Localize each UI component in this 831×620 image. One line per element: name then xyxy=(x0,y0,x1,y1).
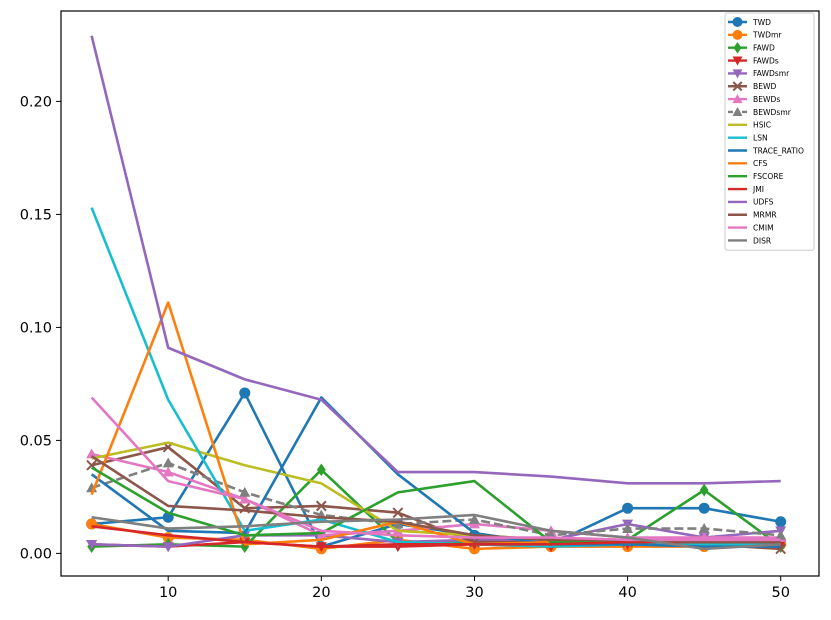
legend-entry-twdmr: TWDmr xyxy=(728,29,782,40)
legend-label: FAWDs xyxy=(753,56,779,65)
y-tick-label: 0.05 xyxy=(20,433,52,449)
x-axis: 10 20 30 40 50 xyxy=(159,576,790,601)
legend-label: TWD xyxy=(752,18,771,27)
data-point-fawdsmr-10 xyxy=(162,542,174,553)
legend-marker xyxy=(732,17,743,27)
data-point-bewds-5 xyxy=(86,448,98,459)
y-axis: 0.00 0.05 0.10 0.15 0.20 xyxy=(20,94,61,562)
series-line-lsn xyxy=(90,207,781,548)
legend-entry-cmim: CMIM xyxy=(728,223,774,232)
data-point-bewdsmr-25 xyxy=(392,518,404,529)
x-tick-label: 20 xyxy=(312,585,330,601)
data-point-bewds-20 xyxy=(315,529,327,540)
legend-label: BEWDs xyxy=(753,95,780,104)
series-line-bewds xyxy=(91,452,781,539)
legend: TWD TWDmr FAWD FAWDs FAWDsmr BEWD BEWDs BEWDsmr… xyxy=(724,12,815,251)
legend-marker xyxy=(732,69,743,79)
legend-marker xyxy=(732,94,743,104)
data-point-bewds-10 xyxy=(162,466,174,477)
series-line-cmim xyxy=(90,396,781,542)
y-tick-label: 0.10 xyxy=(20,320,52,336)
data-point-bewdsmr-10 xyxy=(162,457,174,468)
series-udfs xyxy=(90,35,781,485)
legend-entry-mrmr: MRMR xyxy=(728,211,777,220)
data-point-twd-45 xyxy=(698,502,710,514)
legend-entry-trace-ratio: TRACE_RATIO xyxy=(728,146,804,155)
x-tick-label: 50 xyxy=(771,585,789,601)
legend-entry-fawdsmr: FAWDsmr xyxy=(728,69,790,79)
legend-label: MRMR xyxy=(753,211,777,220)
data-point-fawdsmr-5 xyxy=(86,539,98,550)
legend-entry-disr: DISR xyxy=(728,236,772,245)
legend-label: FAWDsmr xyxy=(753,69,790,78)
legend-entry-bewdsmr: BEWDsmr xyxy=(728,106,792,117)
y-tick-label: 0.15 xyxy=(20,207,52,223)
legend-entry-fawds: FAWDs xyxy=(728,56,779,66)
plot-frame xyxy=(60,10,820,577)
legend-entry-cfs: CFS xyxy=(728,159,768,168)
data-point-twd-50 xyxy=(775,516,787,528)
series-line-bewdsmr xyxy=(91,461,781,537)
data-point-fawd-20 xyxy=(316,463,326,477)
series-trace-ratio xyxy=(90,396,781,548)
series-line-disr xyxy=(91,513,781,551)
legend-label: UDFS xyxy=(753,198,774,207)
x-tick-label: 40 xyxy=(618,585,636,601)
legend-marker xyxy=(732,29,743,40)
legend-marker xyxy=(732,81,743,92)
legend-label: FSCORE xyxy=(753,172,784,181)
legend-entry-jmi: JMI xyxy=(728,185,764,194)
data-point-bewdsmr-30 xyxy=(468,514,480,524)
legend-marker xyxy=(732,56,743,66)
legend-box xyxy=(724,12,815,251)
data-point-bewdsmr-15 xyxy=(239,486,251,497)
series-line-fawdsmr xyxy=(91,522,781,548)
series-line-udfs xyxy=(90,35,781,485)
legend-label: TWDmr xyxy=(752,31,782,40)
data-point-bewdsmr-40 xyxy=(622,523,634,533)
legend-entry-udfs: UDFS xyxy=(728,198,774,207)
legend-entry-bewds: BEWDs xyxy=(728,94,780,104)
legend-entry-bewd: BEWD xyxy=(728,81,777,92)
legend-entry-lsn: LSN xyxy=(728,133,768,142)
data-point-bewdsmr-50 xyxy=(775,529,787,540)
legend-entry-twd: TWD xyxy=(728,17,771,27)
legend-marker xyxy=(732,106,743,116)
x-tick-label: 30 xyxy=(465,585,483,601)
x-tick-label: 10 xyxy=(159,585,177,601)
series-disr xyxy=(91,513,781,551)
y-tick-label: 0.00 xyxy=(20,546,52,562)
legend-label: HSIC xyxy=(753,121,771,130)
legend-entry-fscore: FSCORE xyxy=(728,172,784,181)
series-bewdsmr xyxy=(86,457,787,540)
legend-label: CMIM xyxy=(753,223,774,232)
legend-entry-hsic: HSIC xyxy=(728,121,771,130)
series-line-trace-ratio xyxy=(90,396,781,548)
legend-entry-fawd: FAWD xyxy=(728,41,775,54)
data-point-bewd-25 xyxy=(392,507,404,519)
legend-label: LSN xyxy=(753,133,768,142)
series-cmim xyxy=(90,396,781,542)
legend-label: BEWDsmr xyxy=(753,108,792,117)
legend-marker xyxy=(733,41,742,54)
data-point-fawd-45 xyxy=(699,483,709,497)
legend-label: DISR xyxy=(753,236,772,245)
series-layer xyxy=(86,35,787,555)
legend-label: FAWD xyxy=(753,44,775,53)
legend-label: TRACE_RATIO xyxy=(752,146,804,155)
y-tick-label: 0.20 xyxy=(20,94,52,110)
legend-label: CFS xyxy=(753,159,768,168)
series-lsn xyxy=(90,207,781,548)
legend-label: BEWD xyxy=(753,82,777,91)
data-point-twd-15 xyxy=(239,387,251,399)
data-point-twd-40 xyxy=(622,502,634,514)
data-point-bewdsmr-45 xyxy=(698,523,710,533)
data-point-bewd-20 xyxy=(315,500,327,512)
legend-label: JMI xyxy=(752,185,764,194)
